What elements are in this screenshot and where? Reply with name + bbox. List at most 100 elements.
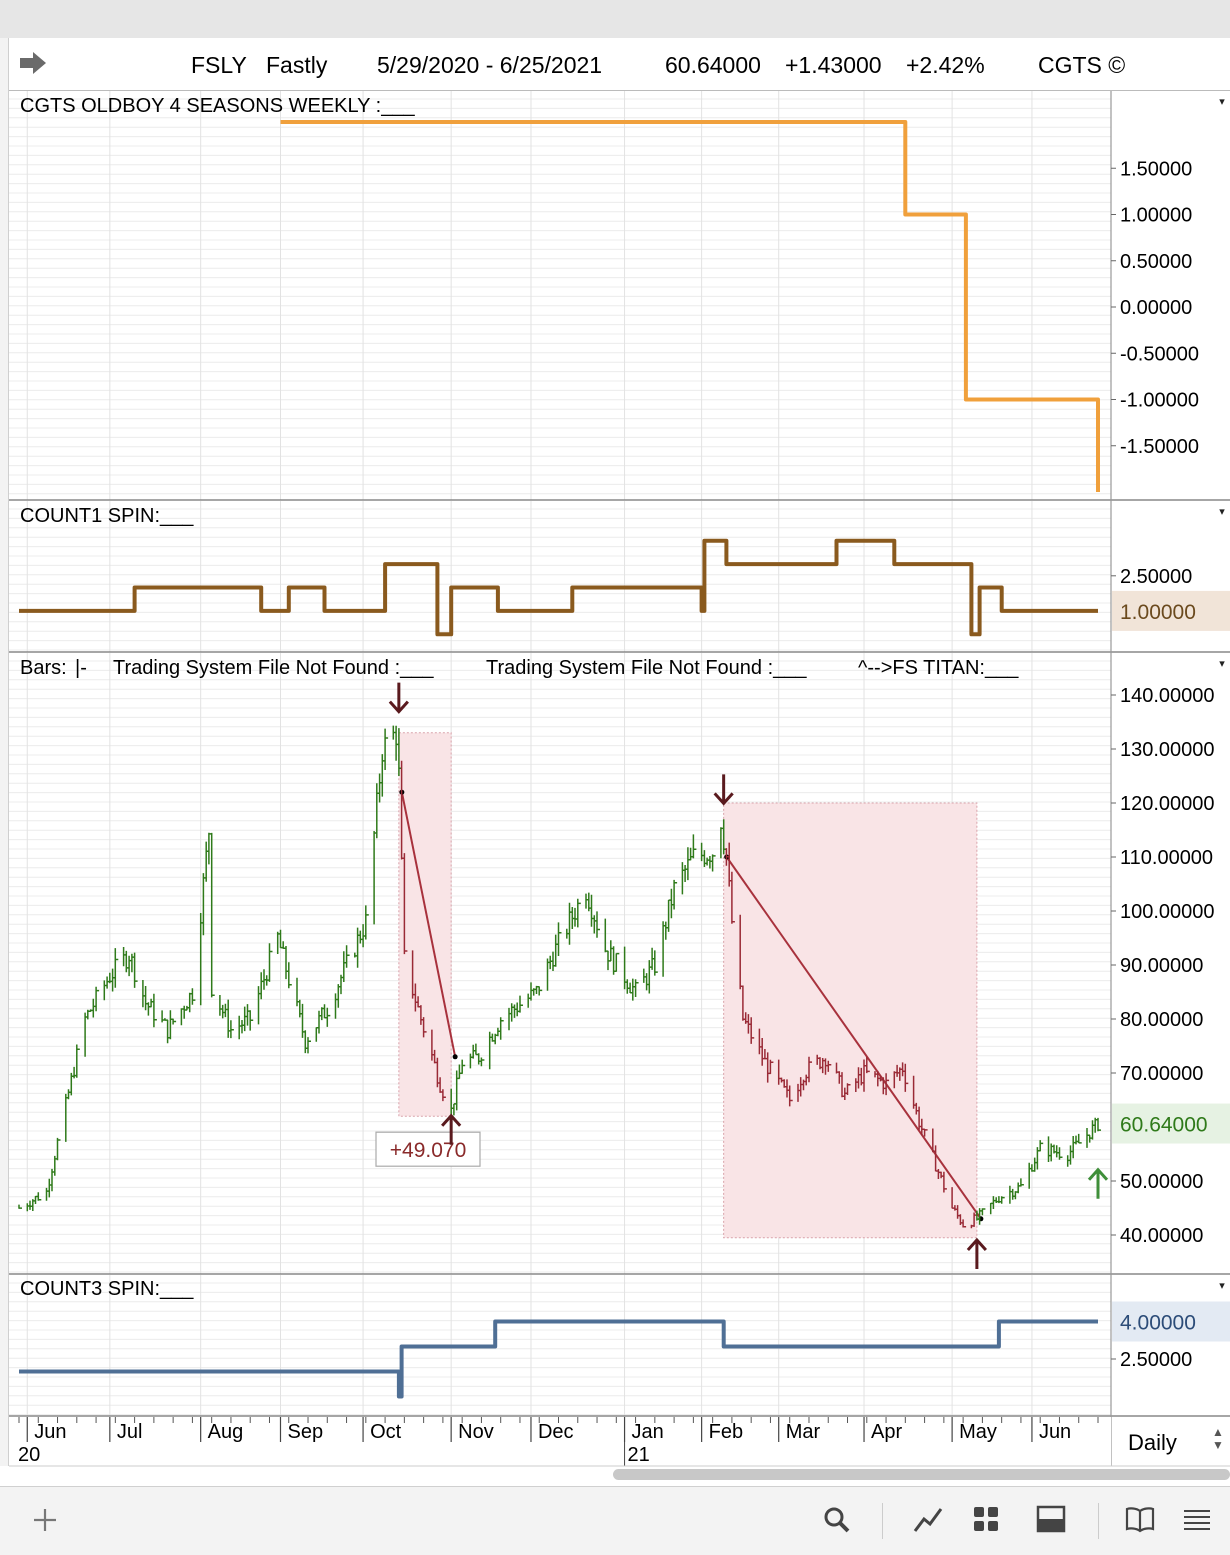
price-tick-label: 110.00000 [1120, 847, 1213, 869]
seasons-series-line [280, 120, 1100, 492]
price-tick-label: 90.00000 [1120, 955, 1203, 977]
trade-exit-point [452, 1054, 458, 1060]
x-tick-label: Jun [34, 1421, 66, 1443]
price-bar [885, 1073, 890, 1096]
x-tick-label: Jan [632, 1421, 664, 1443]
price-bar [557, 922, 562, 956]
company-name: Fastly [266, 52, 328, 78]
chart-header: FSLY Fastly 5/29/2020 - 6/25/2021 60.640… [9, 38, 1230, 91]
pane-seasons-bg [9, 91, 1230, 500]
price-bar [18, 1204, 22, 1209]
x-year-label: 20 [18, 1444, 40, 1466]
price-bar [1039, 1140, 1044, 1152]
chevron-down-icon[interactable]: ▾ [1219, 96, 1225, 108]
price-bar [692, 834, 697, 859]
seasons-tick-label: -1.00000 [1120, 390, 1199, 412]
sell-signal-arrow [388, 682, 409, 714]
price-bar [95, 986, 100, 1012]
chevron-down-icon[interactable]: ▾ [1219, 1280, 1225, 1292]
symbol[interactable]: FSLY [191, 52, 247, 78]
price-last-value-box [1112, 1103, 1230, 1144]
count1-series-line [19, 538, 1098, 637]
toolbar-divider [882, 1503, 883, 1539]
price-tick-label: 100.00000 [1120, 901, 1215, 923]
x-tick-label: Dec [538, 1421, 574, 1443]
price-bar [480, 1057, 485, 1067]
grid-layout-icon[interactable] [972, 1505, 1000, 1533]
seasons-tick-label: 0.00000 [1120, 297, 1192, 319]
price-bar [981, 1208, 986, 1216]
count3-last-value-box [1112, 1301, 1230, 1342]
chart-canvas[interactable]: ▾ ▾ ▾ ▾ CGTS OLDBOY 4 SEASONS WEEKLY :___ COU… [0, 0, 1230, 1486]
price-bar [442, 1089, 446, 1102]
price-bar [384, 728, 389, 770]
arrow-right-icon[interactable] [18, 50, 48, 76]
buy-signal-arrow [441, 1113, 462, 1145]
trade-line [400, 792, 457, 1057]
price-tick-label: 80.00000 [1120, 1009, 1203, 1031]
price-bar [962, 1219, 967, 1228]
timeframe-selector[interactable]: Daily [1128, 1430, 1177, 1455]
price-bar [1020, 1178, 1024, 1187]
legend-item: ^-->FS TITAN:___ [858, 657, 1019, 679]
seasons-tick-label: -0.50000 [1120, 343, 1199, 365]
count1-tick-label: 2.50000 [1120, 566, 1192, 588]
x-tick-label: Sep [287, 1421, 323, 1443]
price-bar [615, 952, 620, 972]
price-tick-label: 70.00000 [1120, 1063, 1203, 1085]
x-tick-label: Mar [786, 1421, 821, 1443]
price-bar [519, 995, 523, 1013]
x-tick-label: Oct [370, 1421, 402, 1443]
trade-result-box [375, 1131, 481, 1167]
price-bar [268, 943, 273, 982]
trade-zone [398, 732, 452, 1117]
x-axis-bg [9, 1417, 1111, 1466]
x-tick-label: Jun [1039, 1421, 1071, 1443]
price-bar [403, 853, 408, 955]
price-bar [499, 1017, 504, 1040]
price-bar [769, 1059, 774, 1074]
price-bar [923, 1129, 928, 1137]
count1-last-value: 1.00000 [1120, 601, 1196, 624]
price-bar [904, 1063, 909, 1092]
seasons-tick-label: 1.50000 [1120, 158, 1192, 180]
search-icon[interactable] [822, 1505, 852, 1535]
sell-signal-arrow [713, 774, 734, 806]
last-price: 60.64000 [665, 52, 761, 78]
book-icon[interactable] [1124, 1505, 1156, 1533]
x-tick-label: Aug [208, 1421, 244, 1443]
count3-series-line [19, 1319, 1098, 1399]
pane-price-bg [9, 653, 1230, 1274]
percent-change: +2.42% [906, 52, 985, 78]
price-bar [422, 1017, 427, 1038]
price-change: +1.43000 [785, 52, 882, 78]
trade-result-label: +49.070 [390, 1139, 467, 1162]
scrollbar-thumb[interactable] [613, 1469, 1230, 1480]
pane-count3-grid [9, 1275, 1111, 1416]
price-bar [1058, 1147, 1063, 1160]
chevron-down-icon[interactable]: ▾ [1219, 658, 1225, 670]
price-bar [230, 1020, 234, 1039]
chevron-down-icon[interactable]: ▾ [1219, 506, 1225, 518]
price-bar [577, 898, 581, 928]
trade-zone [723, 802, 978, 1239]
left-rail [0, 38, 9, 1466]
menu-icon[interactable] [1182, 1505, 1212, 1533]
add-icon[interactable] [30, 1505, 60, 1535]
toolbar-divider [1098, 1503, 1099, 1539]
x-tick-label: Apr [871, 1421, 902, 1443]
stepper-icon[interactable]: ▲ ▼ [1212, 1425, 1224, 1452]
price-bar [846, 1083, 851, 1095]
panel-layout-icon[interactable] [1036, 1505, 1066, 1533]
price-bar [191, 988, 196, 1005]
price-bar [654, 950, 658, 976]
draw-line-icon[interactable] [912, 1505, 944, 1535]
price-bar [750, 1017, 755, 1044]
price-bar [114, 948, 119, 988]
legend-item: Trading System File Not Found :___ [486, 657, 807, 679]
x-tick-label: Nov [458, 1421, 494, 1443]
price-tick-label: 120.00000 [1120, 793, 1215, 815]
price-bar [307, 1037, 311, 1054]
pane-title: COUNT1 SPIN:___ [20, 505, 194, 527]
date-range[interactable]: 5/29/2020 - 6/25/2021 [377, 52, 603, 78]
